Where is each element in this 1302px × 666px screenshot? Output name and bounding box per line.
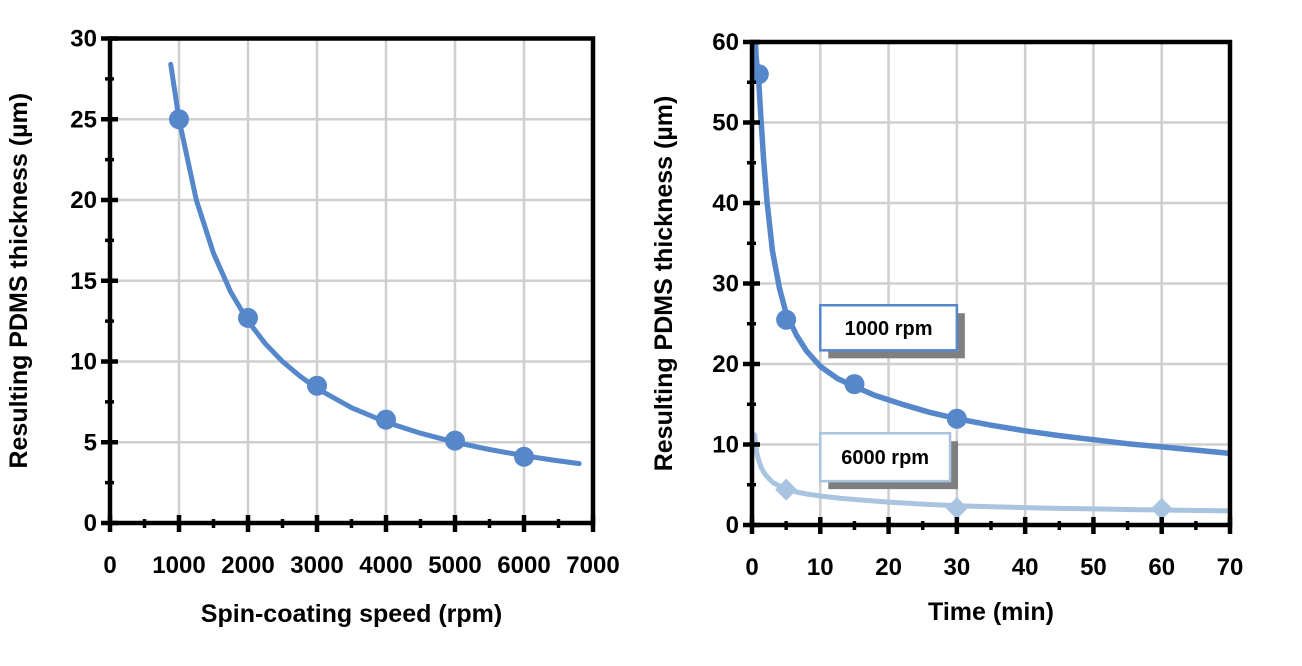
legend-1000-rpm: 1000 rpm bbox=[819, 303, 965, 359]
y-tick-label: 15 bbox=[70, 268, 97, 295]
legend-6000-rpm: 6000 rpm bbox=[819, 431, 959, 490]
trendline-series-0 bbox=[168, 61, 582, 467]
x-tick-label: 0 bbox=[103, 552, 116, 579]
data-point-circle bbox=[946, 408, 967, 429]
data-point-circle bbox=[844, 374, 865, 395]
time-chart: 1000 rpm 6000 rpm 0 10 20 30 40 50 60 70 0 10 20 30 40… bbox=[650, 0, 1302, 666]
x-tick-label: 5000 bbox=[428, 552, 481, 579]
y-tick-label: 0 bbox=[84, 510, 97, 537]
x-tick-label: 0 bbox=[745, 554, 758, 581]
data-point-diamond bbox=[775, 478, 798, 501]
spin-speed-chart: 0 1000 2000 3000 4000 5000 6000 7000 0 5 10 15 20 25 3… bbox=[5, 26, 620, 629]
x-tick-label: 3000 bbox=[290, 552, 343, 579]
data-point-circle bbox=[169, 109, 189, 130]
data-point-circle bbox=[307, 375, 327, 396]
y-tick-label: 50 bbox=[712, 110, 739, 137]
y-tick-label: 30 bbox=[712, 271, 739, 298]
x-tick-label: 30 bbox=[944, 554, 971, 581]
x-tick-label: 50 bbox=[1080, 554, 1107, 581]
x-tick-label: 7000 bbox=[566, 552, 619, 579]
data-point-circle bbox=[238, 307, 258, 328]
y-tick-label: 20 bbox=[70, 187, 97, 214]
y-axis-title: Resulting PDMS thickness (µm) bbox=[5, 93, 33, 469]
y-tick-label: 30 bbox=[70, 26, 97, 53]
data-point-circle bbox=[752, 64, 769, 85]
x-tick-label: 2000 bbox=[221, 552, 274, 579]
y-axis-title: Resulting PDMS thickness (µm) bbox=[651, 96, 678, 472]
x-tick-label: 40 bbox=[1012, 554, 1039, 581]
y-tick-label: 25 bbox=[70, 106, 97, 133]
tick-marks bbox=[743, 39, 1233, 534]
legend-label: 6000 rpm bbox=[841, 447, 929, 469]
data-point-circle bbox=[376, 409, 396, 430]
y-tick-label: 40 bbox=[712, 190, 739, 217]
x-tick-label: 1000 bbox=[152, 552, 205, 579]
x-tick-label: 4000 bbox=[359, 552, 412, 579]
x-tick-label: 6000 bbox=[497, 552, 550, 579]
x-tick-label: 70 bbox=[1217, 554, 1244, 581]
x-axis-title: Spin-coating speed (rpm) bbox=[201, 600, 502, 628]
trendline-series-1 bbox=[752, 432, 1230, 514]
y-tick-label: 5 bbox=[84, 429, 97, 456]
data-point-circle bbox=[445, 430, 465, 451]
y-tick-label: 10 bbox=[70, 349, 97, 376]
x-tick-label: 20 bbox=[875, 554, 902, 581]
legend-box bbox=[819, 303, 959, 352]
y-tick-label: 60 bbox=[712, 29, 739, 56]
data-point-diamond bbox=[1150, 497, 1173, 520]
spin-speed-chart-svg: 0 1000 2000 3000 4000 5000 6000 7000 0 5 10 15 20 25 3… bbox=[5, 26, 620, 629]
y-tick-label: 0 bbox=[726, 512, 739, 539]
x-tick-label: 10 bbox=[807, 554, 834, 581]
trendline-series-0 bbox=[752, 42, 1230, 457]
time-chart-svg: 1000 rpm 6000 rpm 0 10 20 30 40 50 60 70 0 10 20 30 40… bbox=[650, 29, 1244, 626]
data-point-diamond bbox=[945, 497, 968, 520]
legend-box bbox=[819, 431, 952, 483]
x-tick-label: 60 bbox=[1148, 554, 1175, 581]
y-tick-label: 20 bbox=[712, 351, 739, 378]
legend-label: 1000 rpm bbox=[845, 318, 933, 340]
x-axis-title: Time (min) bbox=[928, 598, 1054, 626]
y-tick-label: 10 bbox=[712, 432, 739, 459]
data-point-circle bbox=[776, 309, 797, 330]
data-point-circle bbox=[514, 446, 534, 467]
tick-marks bbox=[101, 36, 596, 532]
